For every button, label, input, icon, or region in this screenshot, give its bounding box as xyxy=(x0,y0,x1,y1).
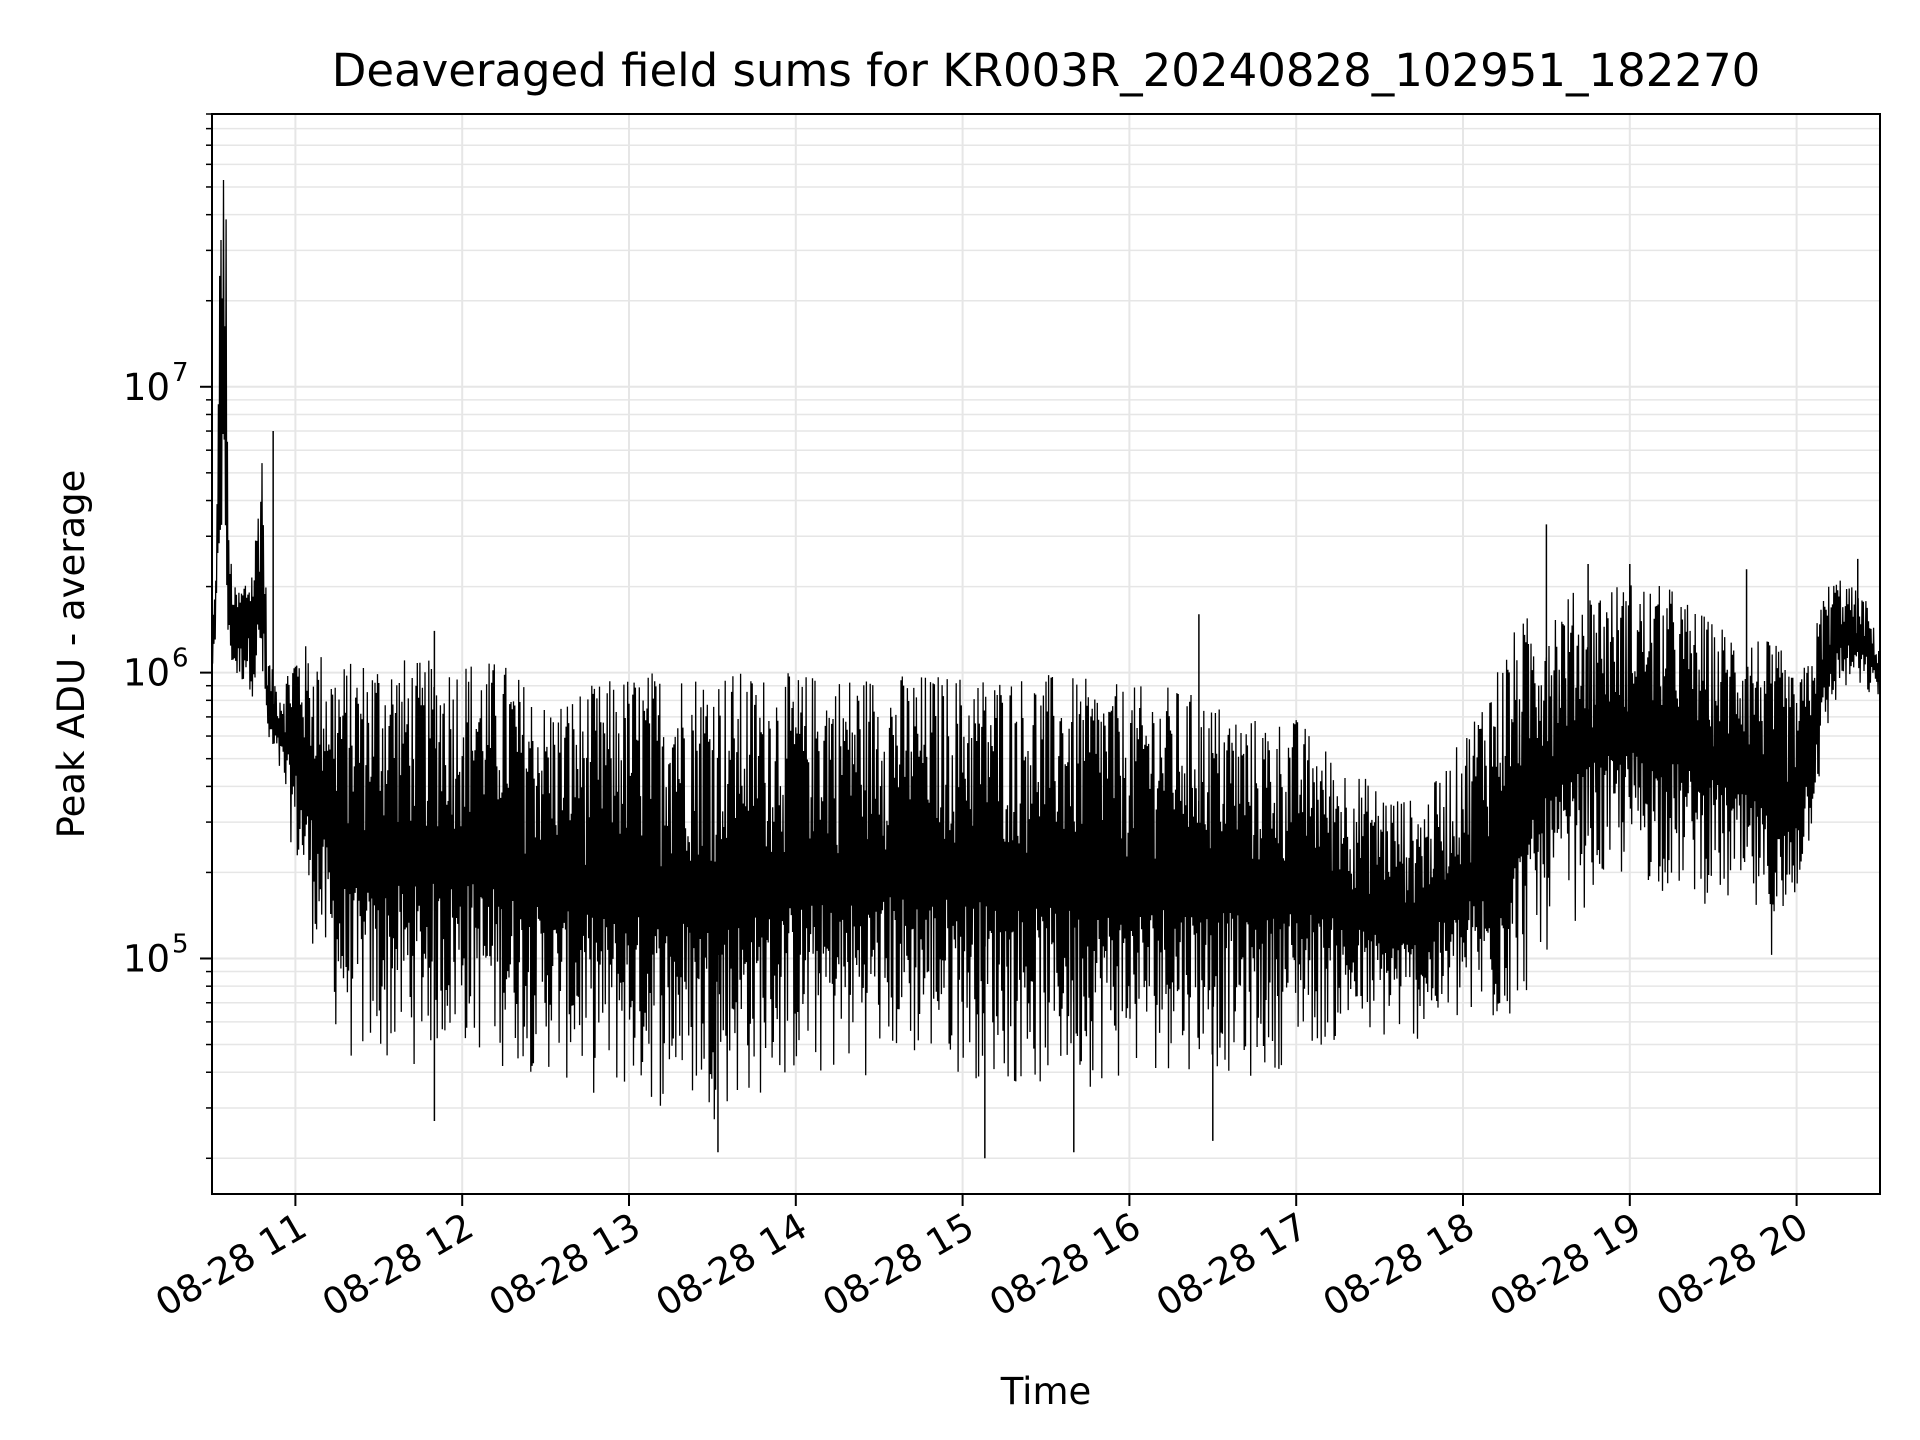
y-tick-label: 10 xyxy=(123,652,170,695)
y-axis-label: Peak ADU - average xyxy=(50,470,93,839)
plot-frame xyxy=(211,113,1881,1195)
y-tick-exponent: 5 xyxy=(172,929,189,959)
x-axis-label: Time xyxy=(1000,1370,1092,1413)
y-tick-exponent: 7 xyxy=(172,358,189,388)
chart-title: Deaveraged field sums for KR003R_2024082… xyxy=(332,44,1761,97)
series-line xyxy=(211,179,1881,1120)
series-line-group xyxy=(211,179,1881,1159)
y-tick-label: 10 xyxy=(123,937,170,980)
y-tick-label: 10 xyxy=(123,366,170,409)
y-tick-exponent: 6 xyxy=(172,644,189,674)
